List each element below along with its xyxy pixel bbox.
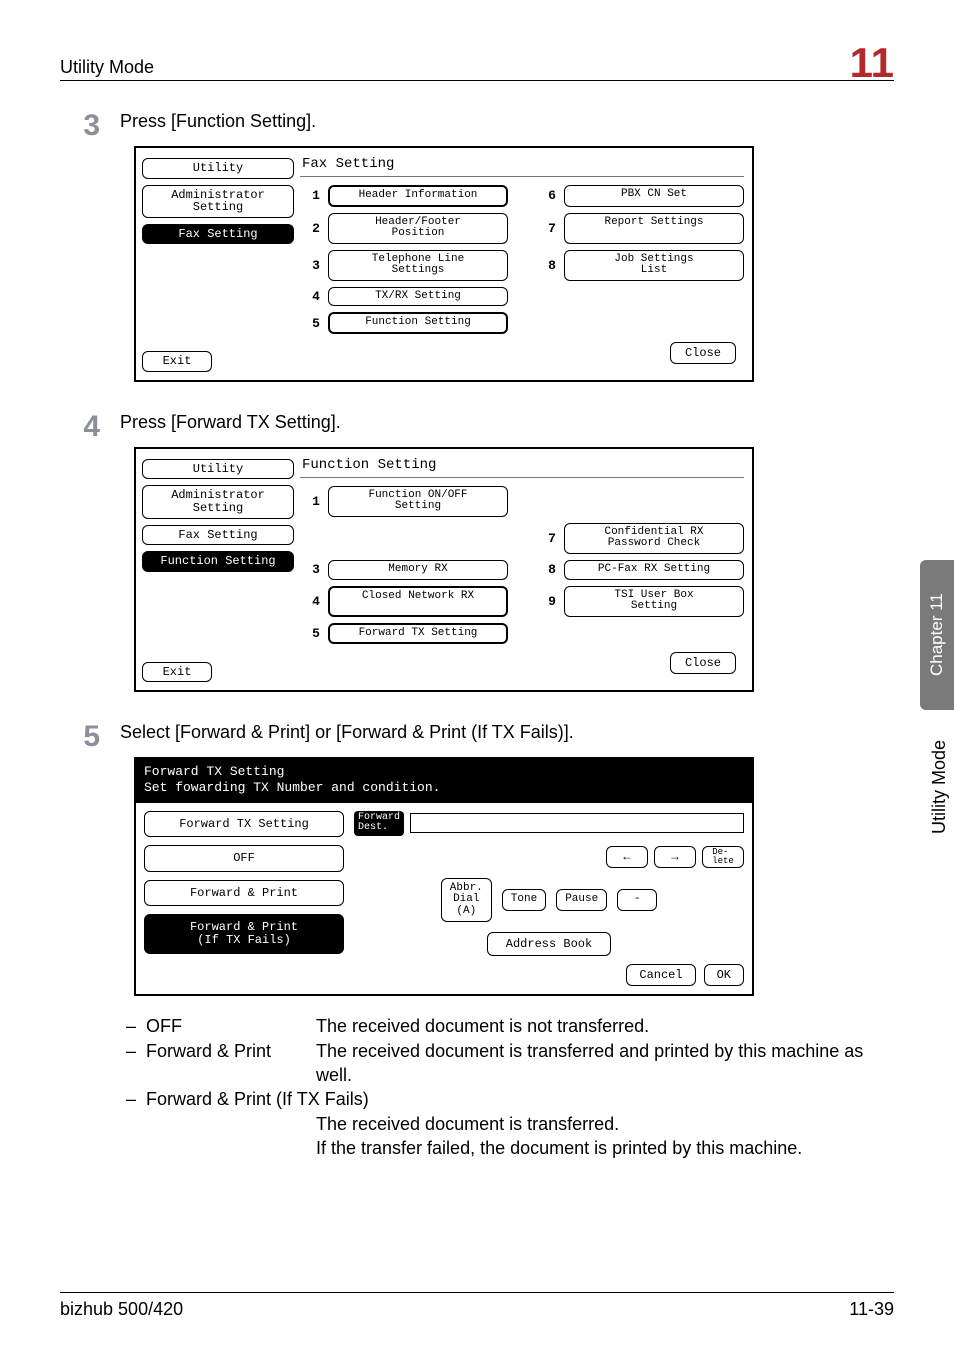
- job-settings-list-button[interactable]: Job Settings List: [564, 250, 744, 281]
- opt-num: 1: [308, 185, 324, 207]
- step-3: 3 Press [Function Setting]. Utility Admi…: [60, 111, 894, 382]
- fax-setting-panel: Utility Administrator Setting Fax Settin…: [134, 146, 754, 382]
- bullet-dash: –: [120, 1087, 146, 1111]
- forward-tx-setting-button[interactable]: Forward TX Setting: [328, 623, 508, 645]
- footer-page-number: 11-39: [849, 1299, 894, 1320]
- header-chapter-number: 11: [850, 42, 894, 84]
- function-setting-panel: Utility Administrator Setting Fax Settin…: [134, 447, 754, 692]
- opt-num: 5: [308, 623, 324, 645]
- def-off-term: OFF: [146, 1014, 316, 1038]
- opt-num: 3: [308, 560, 324, 580]
- step-5: 5 Select [Forward & Print] or [Forward &…: [60, 722, 894, 1160]
- forward-tx-setting-tab[interactable]: Forward TX Setting: [144, 811, 344, 838]
- forward-and-print-if-tx-fails-button[interactable]: Forward & Print (If TX Fails): [144, 914, 344, 953]
- function-setting-button[interactable]: Function Setting: [142, 551, 294, 572]
- def-fpf-desc-2: If the transfer failed, the document is …: [120, 1136, 894, 1160]
- ok-button[interactable]: OK: [704, 964, 744, 986]
- side-section-label: Utility Mode: [929, 740, 950, 834]
- pause-button[interactable]: Pause: [556, 889, 607, 911]
- exit-button[interactable]: Exit: [142, 662, 212, 683]
- opt-num: 8: [544, 560, 560, 580]
- cancel-button[interactable]: Cancel: [626, 964, 695, 986]
- bullet-dash: –: [120, 1014, 146, 1038]
- header-footer-position-button[interactable]: Header/Footer Position: [328, 213, 508, 244]
- tsi-user-box-setting-button[interactable]: TSI User Box Setting: [564, 586, 744, 617]
- panel-title: Function Setting: [300, 455, 744, 478]
- bullet-dash: –: [120, 1039, 146, 1088]
- utility-button[interactable]: Utility: [142, 459, 294, 480]
- step-5-text: Select [Forward & Print] or [Forward & P…: [120, 722, 894, 743]
- step-3-text: Press [Function Setting].: [120, 111, 894, 132]
- opt-num: 8: [544, 250, 560, 281]
- def-off-desc: The received document is not transferred…: [316, 1014, 894, 1038]
- definitions-list: – OFF The received document is not trans…: [120, 1014, 894, 1160]
- panel-header-subtitle: Set fowarding TX Number and condition.: [144, 780, 744, 796]
- dash-button[interactable]: -: [617, 889, 657, 911]
- pbx-cn-set-button[interactable]: PBX CN Set: [564, 185, 744, 207]
- step-3-number: 3: [60, 111, 120, 141]
- administrator-setting-button[interactable]: Administrator Setting: [142, 485, 294, 518]
- panel-header-title: Forward TX Setting: [144, 764, 744, 780]
- forward-dest-input[interactable]: [410, 813, 744, 833]
- telephone-line-settings-button[interactable]: Telephone Line Settings: [328, 250, 508, 281]
- nav-right-button[interactable]: →: [654, 846, 696, 868]
- def-fp-desc: The received document is transferred and…: [316, 1039, 894, 1088]
- function-onoff-setting-button[interactable]: Function ON/OFF Setting: [328, 486, 508, 517]
- fax-setting-button[interactable]: Fax Setting: [142, 224, 294, 245]
- opt-num: 9: [544, 586, 560, 617]
- panel-title: Fax Setting: [300, 154, 744, 177]
- close-button[interactable]: Close: [670, 652, 736, 674]
- nav-left-button[interactable]: ←: [606, 846, 648, 868]
- side-chapter-tab: Chapter 11: [920, 560, 954, 710]
- footer-model: bizhub 500/420: [60, 1299, 183, 1320]
- forward-dest-label: Forward Dest.: [354, 811, 404, 836]
- report-settings-button[interactable]: Report Settings: [564, 213, 744, 244]
- exit-button[interactable]: Exit: [142, 351, 212, 372]
- opt-num: 4: [308, 287, 324, 307]
- page-header: Utility Mode 11: [60, 36, 894, 81]
- opt-num: 5: [308, 312, 324, 334]
- header-information-button[interactable]: Header Information: [328, 185, 508, 207]
- opt-num: 3: [308, 250, 324, 281]
- opt-num: 6: [544, 185, 560, 207]
- address-book-button[interactable]: Address Book: [487, 932, 611, 956]
- forward-and-print-button[interactable]: Forward & Print: [144, 880, 344, 907]
- opt-num: 7: [544, 213, 560, 244]
- tone-button[interactable]: Tone: [502, 889, 546, 911]
- function-setting-button[interactable]: Function Setting: [328, 312, 508, 334]
- forward-tx-setting-panel: Forward TX Setting Set fowarding TX Numb…: [134, 757, 754, 996]
- tx-rx-setting-button[interactable]: TX/RX Setting: [328, 287, 508, 307]
- opt-num: 4: [308, 586, 324, 617]
- fax-setting-button[interactable]: Fax Setting: [142, 525, 294, 546]
- step-4-text: Press [Forward TX Setting].: [120, 412, 894, 433]
- abbr-dial-button[interactable]: Abbr. Dial (A): [441, 878, 492, 923]
- administrator-setting-button[interactable]: Administrator Setting: [142, 185, 294, 218]
- def-fpf-desc-1: The received document is transferred.: [120, 1112, 894, 1136]
- step-4-number: 4: [60, 412, 120, 442]
- page-footer: bizhub 500/420 11-39: [60, 1292, 894, 1320]
- def-fpf-term: Forward & Print (If TX Fails): [146, 1087, 894, 1111]
- confidential-rx-button[interactable]: Confidential RX Password Check: [564, 523, 744, 554]
- def-fp-term: Forward & Print: [146, 1039, 316, 1088]
- closed-network-rx-button[interactable]: Closed Network RX: [328, 586, 508, 617]
- opt-num: 2: [308, 213, 324, 244]
- delete-button[interactable]: De- lete: [702, 846, 744, 868]
- close-button[interactable]: Close: [670, 342, 736, 364]
- step-4: 4 Press [Forward TX Setting]. Utility Ad…: [60, 412, 894, 692]
- header-left: Utility Mode: [60, 57, 154, 78]
- step-5-number: 5: [60, 722, 120, 752]
- utility-button[interactable]: Utility: [142, 158, 294, 179]
- memory-rx-button[interactable]: Memory RX: [328, 560, 508, 580]
- off-button[interactable]: OFF: [144, 845, 344, 872]
- opt-num: 1: [308, 486, 324, 517]
- pc-fax-rx-setting-button[interactable]: PC-Fax RX Setting: [564, 560, 744, 580]
- panel-header: Forward TX Setting Set fowarding TX Numb…: [136, 759, 752, 803]
- opt-num: 7: [544, 523, 560, 554]
